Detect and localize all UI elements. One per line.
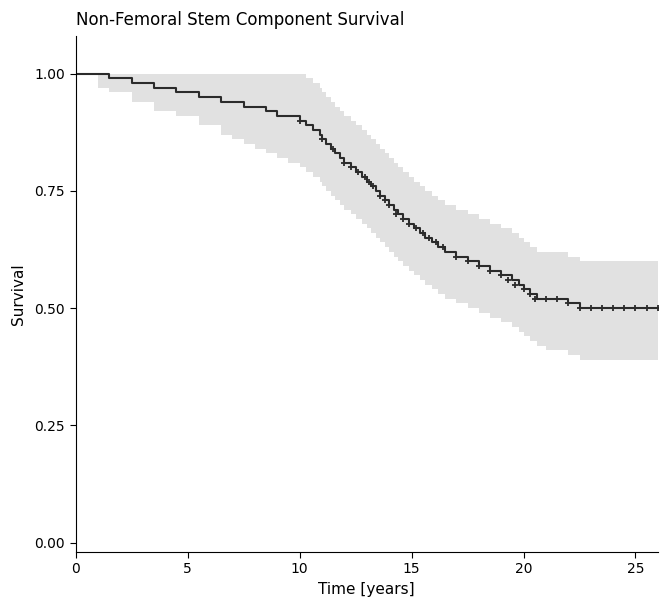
Y-axis label: Survival: Survival [11,263,26,325]
Text: Non-Femoral Stem Component Survival: Non-Femoral Stem Component Survival [76,11,404,29]
X-axis label: Time [years]: Time [years] [318,582,415,597]
